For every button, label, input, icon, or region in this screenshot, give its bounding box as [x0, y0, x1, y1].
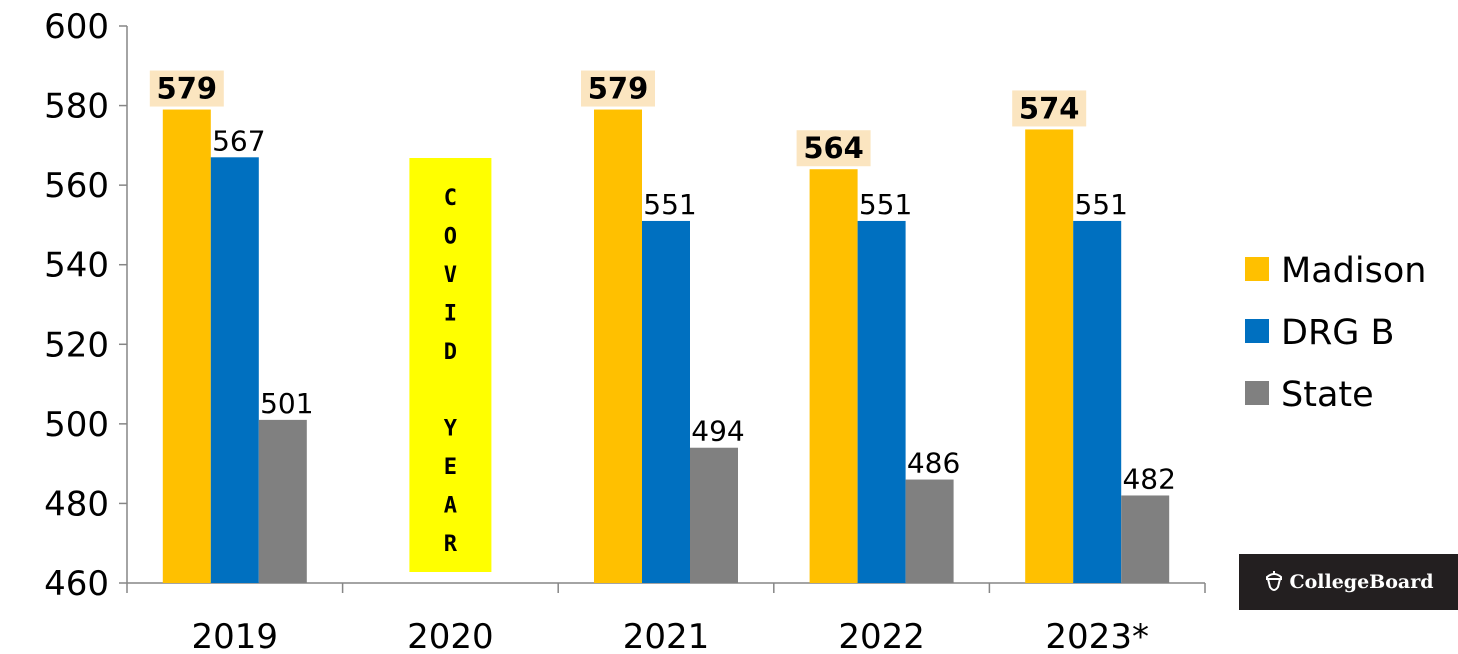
data-label: 551	[859, 188, 912, 221]
covid-letter: D	[444, 340, 457, 365]
data-label-highlight	[1012, 90, 1087, 127]
covid-year-box	[409, 158, 492, 572]
y-tick-label: 580	[44, 87, 109, 127]
bars	[162, 109, 1170, 584]
bar-drg-b	[210, 157, 259, 584]
bar-madison	[809, 169, 858, 583]
covid-letter: Y	[444, 417, 458, 442]
bar-state	[905, 479, 954, 583]
y-tick-label: 540	[44, 246, 109, 286]
brand-text: CollegeBoard	[1289, 571, 1434, 593]
legend-label: Madison	[1281, 251, 1426, 291]
data-label: 551	[1074, 188, 1127, 221]
x-axis: 2019 2020 2021 2022 2023*	[126, 582, 1206, 654]
data-label: 486	[907, 447, 960, 480]
data-label: 579	[157, 72, 218, 106]
x-category-label: 2022	[838, 617, 925, 654]
covid-letter: C	[444, 186, 457, 211]
data-label-highlight	[581, 70, 655, 107]
legend: Madison DRG B State	[1245, 251, 1426, 415]
covid-letter: I	[444, 302, 457, 327]
y-axis: 460 480 500 520 540 560 580 600	[44, 7, 128, 604]
y-tick-label: 480	[44, 484, 109, 524]
bar-madison	[162, 109, 211, 584]
x-category-label: 2023*	[1045, 617, 1149, 654]
bar-drg-b	[1073, 220, 1122, 583]
x-category-label: 2020	[407, 617, 494, 654]
covid-letter: A	[444, 494, 457, 519]
bar-state	[258, 419, 307, 583]
data-label: 551	[643, 188, 696, 221]
data-label: 574	[1019, 91, 1080, 125]
x-category-label: 2021	[623, 617, 710, 654]
bar-madison	[594, 109, 642, 584]
legend-swatch	[1245, 257, 1269, 281]
y-tick-label: 560	[44, 166, 109, 206]
data-label: 494	[691, 415, 744, 448]
bar-state	[690, 447, 738, 583]
legend-label: DRG B	[1281, 313, 1395, 353]
x-category-label: 2019	[192, 617, 279, 654]
covid-letter: R	[444, 532, 458, 557]
data-label: 501	[260, 387, 313, 420]
bar-state	[1121, 495, 1170, 583]
covid-letter: V	[444, 263, 457, 288]
bar-drg-b	[642, 220, 690, 583]
collegeboard-logo: CollegeBoard	[1239, 554, 1458, 610]
legend-label: State	[1281, 375, 1374, 415]
legend-swatch	[1245, 319, 1269, 343]
value-labels: 579 579 564 574 567 551 551 551 501 494 486 482	[149, 70, 1176, 495]
y-tick-label: 500	[44, 405, 109, 445]
covid-letter: O	[444, 225, 457, 250]
data-label: 567	[212, 124, 265, 157]
data-label: 564	[803, 131, 864, 165]
bar-drg-b	[857, 220, 906, 583]
data-label-highlight	[149, 70, 224, 107]
y-tick-label: 460	[44, 564, 109, 604]
data-label: 482	[1122, 462, 1175, 495]
data-label: 579	[588, 72, 649, 106]
y-tick-label: 520	[44, 325, 109, 365]
legend-swatch	[1245, 381, 1269, 405]
data-label-highlight	[796, 130, 871, 167]
bar-madison	[1025, 129, 1074, 583]
acorn-icon	[1266, 571, 1283, 591]
covid-letter: E	[444, 455, 457, 480]
y-tick-label: 600	[44, 7, 109, 47]
